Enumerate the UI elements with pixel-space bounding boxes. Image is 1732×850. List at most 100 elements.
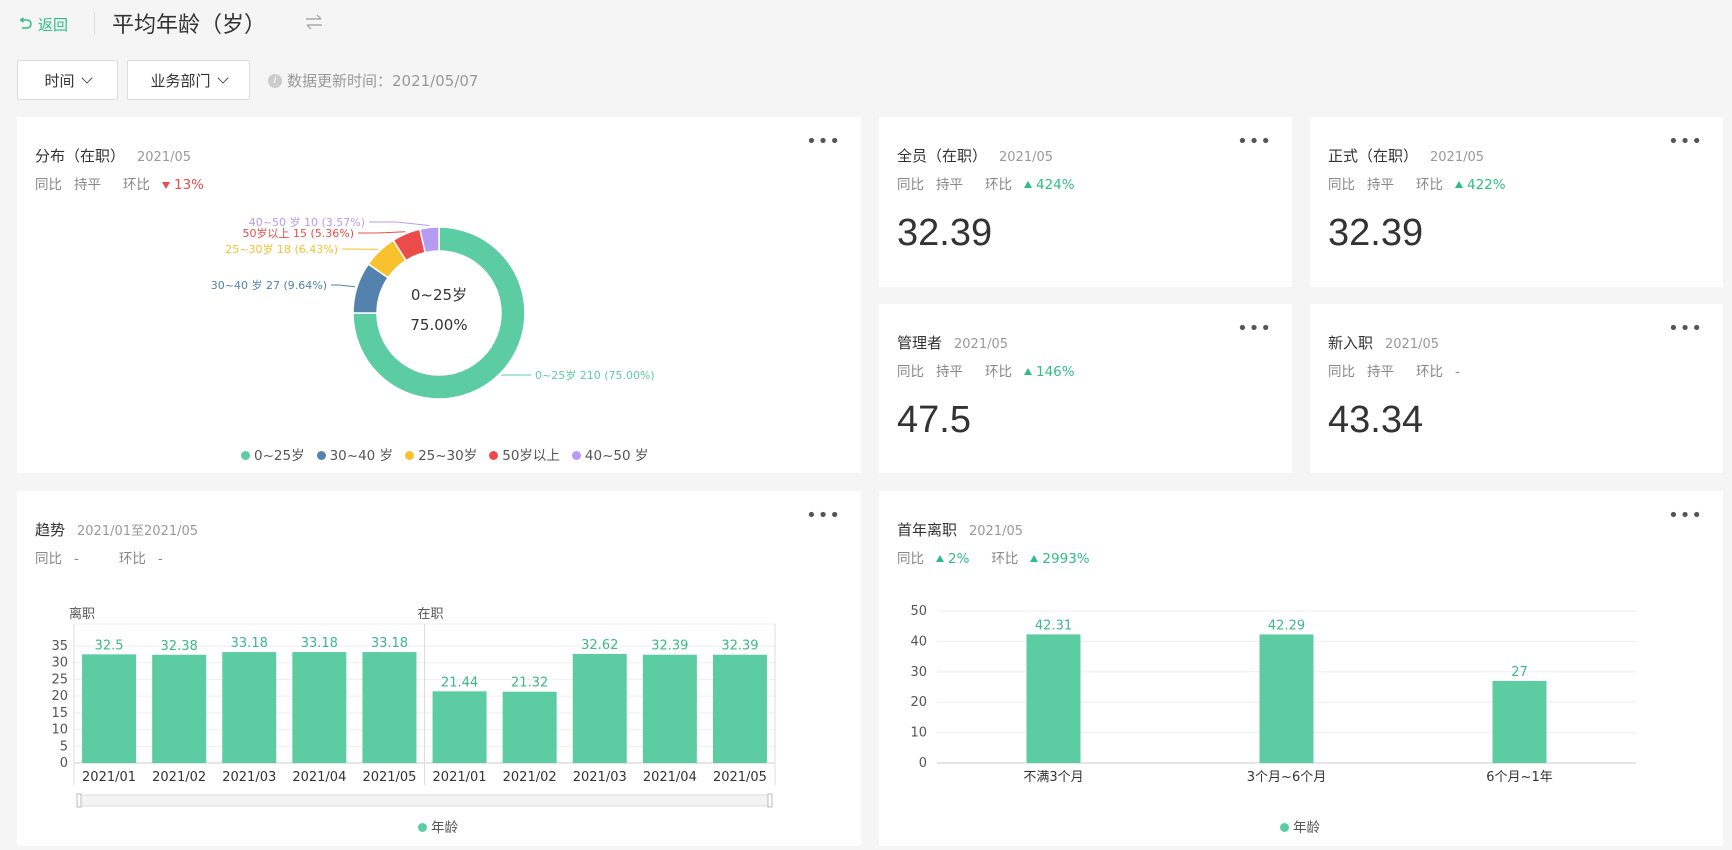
chevron-down-icon (216, 71, 229, 84)
x-tick-label: 2021/02 (152, 770, 206, 785)
bar[interactable] (642, 654, 697, 763)
mom-label: 环比 (991, 551, 1019, 567)
mom-label: 环比 (123, 177, 150, 193)
legend-item[interactable]: 25~30岁 (405, 444, 477, 464)
bar[interactable] (152, 654, 207, 763)
donut-slice[interactable] (418, 226, 440, 254)
dept-filter-dropdown[interactable]: 业务部门 (127, 60, 250, 100)
bar[interactable] (432, 691, 487, 763)
more-menu-button[interactable]: ••• (806, 131, 841, 152)
trend-legend: 年龄 (418, 816, 458, 836)
y-tick-label: 10 (910, 726, 927, 741)
legend-item[interactable]: 40~50 岁 (571, 444, 649, 464)
callout-label: 40~50 岁 10 (3.57%) (249, 215, 365, 229)
y-tick-label: 0 (919, 756, 927, 771)
yoy-label: 同比 (1328, 177, 1355, 193)
x-tick-label: 不满3个月 (1023, 770, 1083, 785)
callout-line (331, 284, 356, 288)
yoy-value: 持平 (936, 364, 963, 380)
bar-value-label: 42.31 (1035, 618, 1072, 633)
legend-item[interactable]: 30~40 岁 (316, 444, 393, 464)
card-title-row: 全员（在职） 2021/05 (897, 145, 1053, 166)
bar[interactable] (572, 653, 627, 763)
legend-dot (489, 451, 499, 460)
callout-label: 0~25岁 210 (75.00%) (535, 368, 655, 382)
mom-value-wrap: 146% (1024, 364, 1075, 380)
legend-dot (316, 451, 326, 460)
x-tick-label: 3个月~6个月 (1247, 770, 1326, 785)
back-label: 返回 (38, 15, 69, 34)
time-filter-dropdown[interactable]: 时间 (17, 60, 118, 100)
y-tick-label: 20 (910, 695, 927, 710)
first-year-card: 首年离职 2021/05 同比 2% 环比 2993% ••• 0 10 20 30 40 50 4… (879, 491, 1723, 846)
bar[interactable] (1492, 680, 1547, 763)
zoom-slider-handle[interactable] (767, 793, 773, 808)
update-info: i 数据更新时间：2021/05/07 (268, 70, 478, 91)
bar-value-label: 21.44 (441, 675, 478, 690)
legend-item[interactable]: 0~25岁 (241, 444, 305, 464)
legend-label: 40~50 岁 (584, 448, 649, 464)
first-year-legend: 年龄 (1280, 816, 1320, 836)
mom-label: 环比 (118, 551, 146, 567)
mom-value: 422% (1467, 177, 1506, 193)
back-button[interactable]: 返回 (18, 12, 68, 36)
page-title: 平均年龄（岁） (112, 13, 267, 38)
bar[interactable] (82, 654, 137, 763)
new-hire-card: 新入职 2021/05 同比 持平 环比 - ••• 43.34 (1310, 304, 1723, 473)
bar[interactable] (362, 652, 417, 763)
kpi-value: 43.34 (1328, 399, 1424, 441)
legend-dot (418, 823, 427, 832)
bar[interactable] (712, 654, 767, 763)
y-tick-label: 40 (910, 634, 927, 649)
yoy-label: 同比 (897, 177, 924, 193)
bar[interactable] (1259, 634, 1314, 763)
more-menu-button[interactable]: ••• (1668, 318, 1703, 339)
legend-item[interactable]: 50岁以上 (489, 444, 560, 464)
legend-label: 年龄 (431, 820, 458, 836)
donut-slice[interactable] (352, 226, 526, 400)
zoom-slider-track[interactable] (78, 794, 771, 807)
mom-label: 环比 (985, 364, 1012, 380)
mom-value: - (157, 551, 163, 567)
more-menu-button[interactable]: ••• (1668, 131, 1703, 152)
bar[interactable] (222, 652, 277, 763)
mom-label: 环比 (1416, 364, 1443, 380)
kpi-value: 32.39 (897, 212, 993, 254)
more-menu-button[interactable]: ••• (806, 505, 841, 526)
callout-label: 30~40 岁 27 (9.64%) (211, 278, 327, 292)
card-title: 全员（在职） (897, 147, 988, 165)
switch-icon[interactable] (304, 13, 324, 31)
more-menu-button[interactable]: ••• (1668, 505, 1703, 526)
bar[interactable] (1026, 634, 1081, 763)
bar-value-label: 42.29 (1268, 618, 1305, 633)
y-tick-label: 50 (910, 604, 927, 619)
compare-row: 同比 持平 环比 13% (35, 173, 204, 193)
manager-card: 管理者 2021/05 同比 持平 环比 146% ••• 47.5 (879, 304, 1292, 473)
mom-value: 2993% (1042, 551, 1090, 567)
mom-value: - (1455, 364, 1460, 380)
card-title-row: 新入职 2021/05 (1328, 332, 1439, 353)
mom-value: 13% (174, 177, 205, 193)
legend-item: 年龄 (418, 816, 458, 836)
yoy-label: 同比 (35, 551, 62, 567)
yoy-label: 同比 (1328, 364, 1355, 380)
y-tick-label: 15 (51, 706, 68, 721)
distribution-card: 分布（在职） 2021/05 同比 持平 环比 13% ••• 0~25岁 210 (7… (17, 117, 861, 473)
more-menu-button[interactable]: ••• (1237, 131, 1272, 152)
up-triangle-icon (1024, 368, 1032, 375)
mom-label: 环比 (1416, 177, 1443, 193)
mom-value: 146% (1036, 364, 1075, 380)
yoy-value: 持平 (936, 177, 963, 193)
legend-label: 50岁以上 (502, 448, 560, 464)
card-date: 2021/05 (999, 150, 1054, 165)
zoom-slider-handle[interactable] (76, 793, 82, 808)
bar[interactable] (292, 652, 347, 763)
up-triangle-icon (936, 555, 944, 562)
yoy-label: 同比 (897, 551, 924, 567)
legend-label: 25~30岁 (418, 448, 478, 464)
kpi-value: 32.39 (1328, 212, 1424, 254)
bar[interactable] (502, 691, 557, 763)
yoy-value: 持平 (74, 177, 101, 193)
more-menu-button[interactable]: ••• (1237, 318, 1272, 339)
